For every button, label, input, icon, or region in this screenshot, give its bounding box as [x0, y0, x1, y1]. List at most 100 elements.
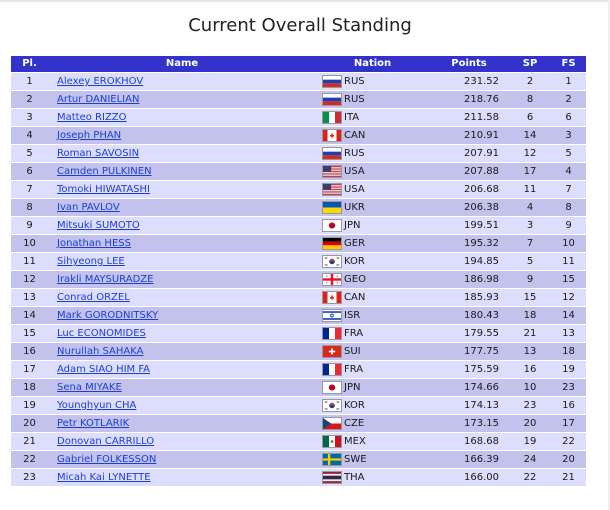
skater-name-link[interactable]: Mitsuki SUMOTO [57, 220, 140, 231]
skater-name-link[interactable]: Joseph PHAN [57, 130, 122, 141]
sp-cell: 21 [509, 325, 552, 342]
russia-flag [322, 92, 342, 106]
table-row: 22 Gabriel FOLKESSON SWE 166.39 24 20 [11, 451, 587, 468]
skater-name-link[interactable]: Adam SIAO HIM FA [57, 364, 151, 375]
skater-name-link[interactable]: Roman SAVOSIN [57, 148, 140, 159]
name-cell: Petr KOTLARIK [48, 415, 316, 432]
place-cell: 10 [11, 235, 48, 252]
name-cell: Younghyun CHA [48, 397, 316, 414]
flag-cell [316, 433, 344, 450]
points-cell: 195.32 [429, 235, 510, 252]
nation-cell: MEX [344, 433, 430, 450]
table-row: 13 Conrad ORZEL CAN 185.93 15 12 [11, 289, 587, 306]
skater-name-link[interactable]: Younghyun CHA [57, 400, 137, 411]
sp-cell: 9 [509, 271, 552, 288]
skater-name-link[interactable]: Camden PULKINEN [57, 166, 152, 177]
georgia-flag [322, 272, 342, 286]
points-cell: 199.51 [429, 217, 510, 234]
flag-cell [316, 343, 344, 360]
table-row: 5 Roman SAVOSIN RUS 207.91 12 5 [11, 145, 587, 162]
skater-name-link[interactable]: Micah Kai LYNETTE [57, 472, 151, 483]
nation-cell: RUS [344, 91, 430, 108]
skater-name-link[interactable]: Sihyeong LEE [57, 256, 125, 267]
place-cell: 5 [11, 145, 48, 162]
nation-cell: USA [344, 181, 430, 198]
sp-cell: 8 [509, 91, 552, 108]
table-row: 18 Sena MIYAKE JPN 174.66 10 23 [11, 379, 587, 396]
japan-flag [322, 380, 342, 394]
skater-name-link[interactable]: Petr KOTLARIK [57, 418, 130, 429]
skater-name-link[interactable]: Mark GORODNITSKY [57, 310, 159, 321]
name-cell: Mark GORODNITSKY [48, 307, 316, 324]
sp-cell: 12 [509, 145, 552, 162]
points-cell: 166.39 [429, 451, 510, 468]
name-cell: Conrad ORZEL [48, 289, 316, 306]
skater-name-link[interactable]: Gabriel FOLKESSON [57, 454, 157, 465]
nation-cell: GEO [344, 271, 430, 288]
table-row: 17 Adam SIAO HIM FA FRA 175.59 16 19 [11, 361, 587, 378]
name-cell: Mitsuki SUMOTO [48, 217, 316, 234]
header-nation: Nation [316, 56, 430, 72]
standings-body: 1 Alexey EROKHOV RUS 231.52 2 1 2 Artur DANIELI… [11, 73, 587, 486]
sp-cell: 6 [509, 109, 552, 126]
table-row: 3 Matteo RIZZO ITA 211.58 6 6 [11, 109, 587, 126]
sp-cell: 10 [509, 379, 552, 396]
points-cell: 231.52 [429, 73, 510, 90]
fs-cell: 3 [551, 127, 587, 144]
flag-cell [316, 361, 344, 378]
fs-cell: 14 [551, 307, 587, 324]
table-row: 23 Micah Kai LYNETTE THA 166.00 22 21 [11, 469, 587, 486]
sp-cell: 4 [509, 199, 552, 216]
place-cell: 11 [11, 253, 48, 270]
skater-name-link[interactable]: Luc ECONOMIDES [57, 328, 146, 339]
sp-cell: 17 [509, 163, 552, 180]
table-row: 6 Camden PULKINEN USA 207.88 17 4 [11, 163, 587, 180]
sp-cell: 13 [509, 343, 552, 360]
table-row: 2 Artur DANIELIAN RUS 218.76 8 2 [11, 91, 587, 108]
flag-cell [316, 109, 344, 126]
place-cell: 21 [11, 433, 48, 450]
skater-name-link[interactable]: Donovan CARRILLO [57, 436, 155, 447]
nation-cell: RUS [344, 145, 430, 162]
table-row: 11 Sihyeong LEE KOR 194.85 5 11 [11, 253, 587, 270]
skater-name-link[interactable]: Artur DANIELIAN [57, 94, 140, 105]
skater-name-link[interactable]: Tomoki HIWATASHI [57, 184, 150, 195]
sp-cell: 15 [509, 289, 552, 306]
flag-cell [316, 181, 344, 198]
points-cell: 174.13 [429, 397, 510, 414]
skater-name-link[interactable]: Matteo RIZZO [57, 112, 127, 123]
sp-cell: 7 [509, 235, 552, 252]
skater-name-link[interactable]: Alexey EROKHOV [57, 76, 144, 87]
table-row: 16 Nurullah SAHAKA SUI 177.75 13 18 [11, 343, 587, 360]
flag-cell [316, 217, 344, 234]
window-top-edge [0, 0, 610, 2]
table-row: 7 Tomoki HIWATASHI USA 206.68 11 7 [11, 181, 587, 198]
skater-name-link[interactable]: Ivan PAVLOV [57, 202, 120, 213]
flag-cell [316, 91, 344, 108]
flag-cell [316, 289, 344, 306]
sp-cell: 20 [509, 415, 552, 432]
fs-cell: 17 [551, 415, 587, 432]
place-cell: 2 [11, 91, 48, 108]
table-row: 8 Ivan PAVLOV UKR 206.38 4 8 [11, 199, 587, 216]
header-place: Pl. [11, 56, 48, 72]
fs-cell: 11 [551, 253, 587, 270]
fs-cell: 6 [551, 109, 587, 126]
skater-name-link[interactable]: Conrad ORZEL [57, 292, 130, 303]
place-cell: 8 [11, 199, 48, 216]
points-cell: 206.38 [429, 199, 510, 216]
skater-name-link[interactable]: Sena MIYAKE [57, 382, 122, 393]
fs-cell: 1 [551, 73, 587, 90]
sp-cell: 24 [509, 451, 552, 468]
place-cell: 13 [11, 289, 48, 306]
skater-name-link[interactable]: Nurullah SAHAKA [57, 346, 144, 357]
skater-name-link[interactable]: Jonathan HESS [57, 238, 131, 249]
points-cell: 174.66 [429, 379, 510, 396]
sp-cell: 2 [509, 73, 552, 90]
place-cell: 7 [11, 181, 48, 198]
usa-flag [322, 164, 342, 178]
canada-flag [322, 290, 342, 304]
flag-cell [316, 379, 344, 396]
skater-name-link[interactable]: Irakli MAYSURADZE [57, 274, 154, 285]
flag-cell [316, 325, 344, 342]
